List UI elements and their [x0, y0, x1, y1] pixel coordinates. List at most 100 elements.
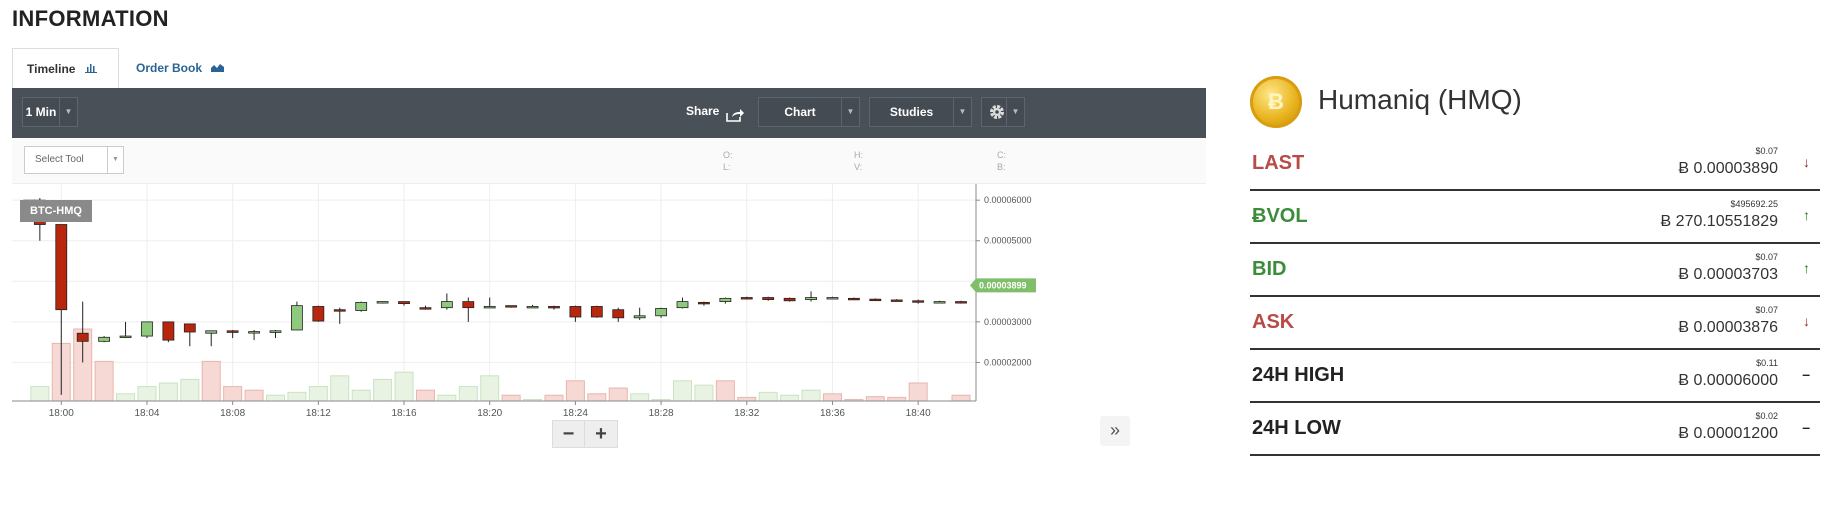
bar-chart-icon: [84, 50, 97, 90]
share-icon: [726, 104, 744, 132]
candle-body: [141, 321, 153, 337]
volume-bar: [908, 382, 928, 402]
chevron-down-icon: ▼: [107, 147, 123, 173]
interval-label: 1 Min: [25, 105, 57, 119]
candle-body: [933, 301, 946, 304]
volume-bar: [758, 391, 778, 402]
select-tool-dropdown[interactable]: Select Tool ▼: [24, 146, 124, 174]
stat-row-24h-high: 24H HIGH $0.11 Ƀ 0.00006000 –: [1250, 350, 1820, 403]
open-label: O:: [723, 150, 733, 160]
share-button[interactable]: Share: [668, 97, 748, 127]
candle-body: [783, 297, 796, 302]
chart-toolbar: 1 Min ▼ Share Chart ▼ Studies ▼ ▼: [12, 88, 1206, 138]
interval-select[interactable]: 1 Min ▼: [22, 97, 78, 127]
volume-bar: [415, 389, 435, 402]
x-tick-label: 18:08: [220, 408, 245, 419]
chart-type-label: Chart: [784, 105, 816, 119]
stat-label: 24H HIGH: [1252, 364, 1345, 386]
stat-usd-value: $495692.25: [1730, 199, 1778, 209]
stat-label: BID: [1252, 258, 1287, 280]
x-tick-label: 18:28: [649, 408, 674, 419]
volume-bar: [201, 360, 221, 402]
tab-timeline[interactable]: Timeline: [12, 48, 119, 88]
stat-row-vol: ɃVOL $495692.25 Ƀ 270.10551829 ↑: [1250, 191, 1820, 244]
market-summary-panel: Ƀ Humaniq (HMQ) LAST $0.07 Ƀ 0.00003890 ↓ ɃV…: [1250, 76, 1820, 456]
volume-bar: [587, 393, 607, 402]
volume-bar: [694, 384, 714, 402]
scroll-to-end-button[interactable]: »: [1100, 416, 1130, 446]
zoom-out-button[interactable]: −: [553, 421, 585, 447]
stat-row-bid: BID $0.07 Ƀ 0.00003703 ↑: [1250, 244, 1820, 297]
candle-body: [76, 332, 89, 342]
candle-body: [462, 301, 475, 309]
x-tick-label: 18:00: [49, 408, 74, 419]
candle-body: [569, 306, 582, 318]
stat-row-last: LAST $0.07 Ƀ 0.00003890 ↓: [1250, 138, 1820, 191]
chevron-down-icon: ▼: [1006, 98, 1024, 126]
studies-select[interactable]: Studies ▼: [869, 97, 972, 127]
x-tick-label: 18:16: [392, 408, 417, 419]
candle-body: [847, 297, 860, 301]
volume-bar: [180, 378, 200, 402]
candle-body: [291, 305, 303, 331]
stat-usd-value: $0.07: [1755, 146, 1778, 156]
stat-row-ask: ASK $0.07 Ƀ 0.00003876 ↓: [1250, 297, 1820, 350]
coin-name: Humaniq (HMQ): [1318, 84, 1522, 115]
candle-body: [740, 297, 753, 300]
candle-body: [269, 330, 282, 333]
high-label: H:: [854, 150, 863, 160]
candle-body: [98, 336, 111, 342]
volume-bar: [308, 386, 328, 402]
volume-bar: [94, 360, 114, 402]
candle-body: [376, 301, 389, 304]
stat-label: LAST: [1252, 152, 1305, 174]
x-tick-label: 18:40: [906, 408, 931, 419]
stat-label: ASK: [1252, 311, 1295, 333]
volume-bar: [501, 394, 521, 402]
tab-order-book[interactable]: Order Book: [122, 48, 252, 88]
volume-bar: [608, 387, 628, 402]
arrow-down-icon: ↓: [1803, 313, 1810, 329]
candle-body: [419, 307, 432, 310]
zoom-in-button[interactable]: +: [595, 423, 607, 445]
candle-body: [719, 297, 732, 302]
candle-body: [55, 224, 68, 311]
volume-bar: [951, 394, 971, 402]
close-label: C:: [997, 150, 1006, 160]
symbol-tag: BTC-HMQ: [20, 200, 92, 222]
chart-type-select[interactable]: Chart ▼: [758, 97, 860, 127]
volume-bar: [458, 386, 478, 402]
arrow-up-icon: ↑: [1803, 260, 1810, 276]
x-tick-label: 18:12: [306, 408, 331, 419]
chevron-down-icon: ▼: [59, 98, 77, 126]
stat-usd-value: $0.07: [1755, 252, 1778, 262]
candlestick-chart[interactable]: 0.00006000 0.00005000 0.00003000 0.00002000…: [12, 184, 1206, 472]
volume-bar: [223, 386, 243, 402]
candle-body: [955, 301, 967, 304]
arrow-down-icon: ↓: [1803, 154, 1810, 170]
chevron-down-icon: ▼: [841, 98, 859, 126]
area-chart-icon: [211, 49, 225, 89]
x-tick-label: 18:04: [134, 408, 159, 419]
arrow-up-icon: ↑: [1803, 207, 1810, 223]
candle-body: [912, 300, 925, 303]
volume-bar: [351, 389, 371, 402]
volume-bar: [480, 375, 500, 402]
bitcoin-coin-icon: Ƀ: [1250, 76, 1302, 128]
gear-icon: [988, 103, 1006, 131]
y-tick-label: 0.00006000: [984, 195, 1032, 205]
volume-bar: [394, 371, 414, 402]
volume-bar: [565, 380, 585, 402]
candle-body: [183, 323, 196, 333]
x-tick-label: 18:36: [820, 408, 845, 419]
candle-body: [248, 331, 260, 334]
candle-body: [826, 297, 839, 300]
candle-body: [655, 308, 667, 317]
candle-body: [869, 298, 882, 302]
volume-bar: [30, 386, 50, 402]
coin-header: Ƀ Humaniq (HMQ): [1250, 76, 1820, 138]
settings-button[interactable]: ▼: [981, 97, 1025, 127]
stat-usd-value: $0.07: [1755, 305, 1778, 315]
tab-order-book-label: Order Book: [136, 61, 203, 75]
volume-bar: [158, 382, 178, 402]
